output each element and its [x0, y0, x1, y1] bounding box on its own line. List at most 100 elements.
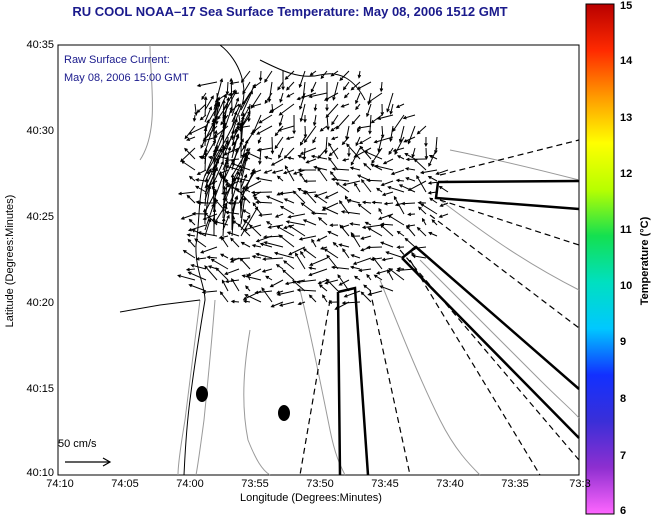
current-vector	[204, 265, 218, 281]
current-vector	[188, 283, 207, 292]
current-vector	[221, 217, 226, 237]
current-vector	[275, 264, 284, 270]
current-vector	[239, 257, 251, 270]
current-vector	[296, 288, 317, 292]
current-vector	[217, 103, 229, 120]
current-vector	[255, 252, 273, 259]
current-vector	[310, 211, 328, 215]
current-vector	[405, 157, 427, 162]
current-vector	[222, 185, 227, 219]
current-vector	[242, 81, 251, 95]
current-vector	[241, 274, 262, 281]
current-vector	[317, 217, 328, 226]
current-vector	[221, 279, 229, 292]
current-vector	[299, 92, 306, 111]
current-vector	[411, 254, 427, 259]
current-vector	[282, 269, 295, 281]
current-vector	[255, 176, 273, 182]
current-vector	[240, 214, 251, 231]
current-vector	[353, 275, 361, 281]
current-vector	[186, 136, 196, 141]
current-vector	[276, 225, 295, 237]
current-vector	[204, 106, 213, 123]
current-vector	[402, 114, 416, 120]
current-vector	[380, 180, 394, 187]
current-vector	[326, 114, 330, 131]
current-vector	[411, 246, 427, 251]
current-vector	[349, 265, 361, 270]
current-vector	[360, 179, 372, 193]
current-vector	[270, 301, 284, 308]
current-vector	[340, 210, 361, 215]
current-vector	[323, 248, 339, 259]
current-vector	[211, 118, 216, 141]
current-vector	[331, 167, 350, 171]
current-vector	[240, 70, 251, 83]
current-vector	[224, 268, 240, 276]
current-vector	[427, 175, 438, 182]
colorbar-tick-label: 14	[620, 55, 633, 67]
current-vector	[330, 177, 350, 182]
current-vector	[385, 251, 405, 259]
current-vector	[321, 206, 339, 215]
current-vector	[419, 169, 438, 175]
current-vector	[194, 103, 198, 117]
current-vector	[279, 301, 295, 307]
current-vector	[382, 158, 394, 165]
current-vector	[405, 177, 416, 182]
x-tick-label: 74:00	[176, 478, 204, 490]
current-vector	[311, 238, 317, 248]
current-vectors	[177, 70, 449, 310]
current-vector	[213, 148, 223, 165]
current-vector	[277, 81, 284, 91]
y-tick-label: 40:20	[26, 297, 54, 309]
current-vector	[182, 249, 196, 259]
current-vector	[380, 224, 394, 237]
current-vector	[213, 133, 225, 159]
current-vector	[261, 268, 273, 273]
current-vector	[258, 147, 262, 165]
current-vector	[314, 194, 328, 204]
x-tick-label: 74:05	[111, 478, 139, 490]
current-vector	[392, 114, 405, 132]
current-vector	[186, 233, 196, 237]
current-vector	[267, 224, 284, 229]
current-vector	[330, 125, 339, 132]
current-vector	[417, 200, 427, 205]
current-vector	[278, 114, 284, 127]
current-vector	[404, 167, 416, 171]
current-vector	[251, 243, 262, 248]
current-vector	[277, 125, 295, 132]
buoy-marker	[196, 386, 208, 402]
current-vector	[298, 70, 306, 89]
current-vector	[287, 213, 306, 219]
current-vector	[404, 237, 416, 248]
current-vector	[298, 235, 317, 241]
current-vector	[263, 169, 273, 174]
current-vector	[373, 274, 383, 281]
current-vector	[396, 266, 405, 271]
current-vector	[225, 210, 240, 215]
coastline	[119, 44, 366, 476]
current-vector	[325, 278, 339, 292]
y-tick-label: 40:30	[26, 125, 54, 137]
current-vector	[283, 147, 295, 159]
current-vector	[387, 214, 405, 226]
current-vector	[303, 114, 307, 124]
current-vector	[204, 144, 219, 177]
current-vector	[285, 220, 306, 226]
current-vector	[231, 277, 240, 292]
current-vector	[213, 102, 218, 135]
current-vector	[264, 70, 273, 83]
current-vector	[342, 81, 350, 91]
current-vector	[203, 127, 208, 147]
current-vector	[213, 129, 218, 147]
current-vector	[297, 168, 317, 172]
current-vector	[222, 146, 232, 177]
current-vector	[186, 194, 196, 204]
current-vector	[240, 241, 251, 248]
current-vector	[320, 70, 328, 80]
current-vector	[200, 246, 218, 254]
current-vector	[372, 256, 383, 270]
current-vector	[215, 267, 229, 281]
